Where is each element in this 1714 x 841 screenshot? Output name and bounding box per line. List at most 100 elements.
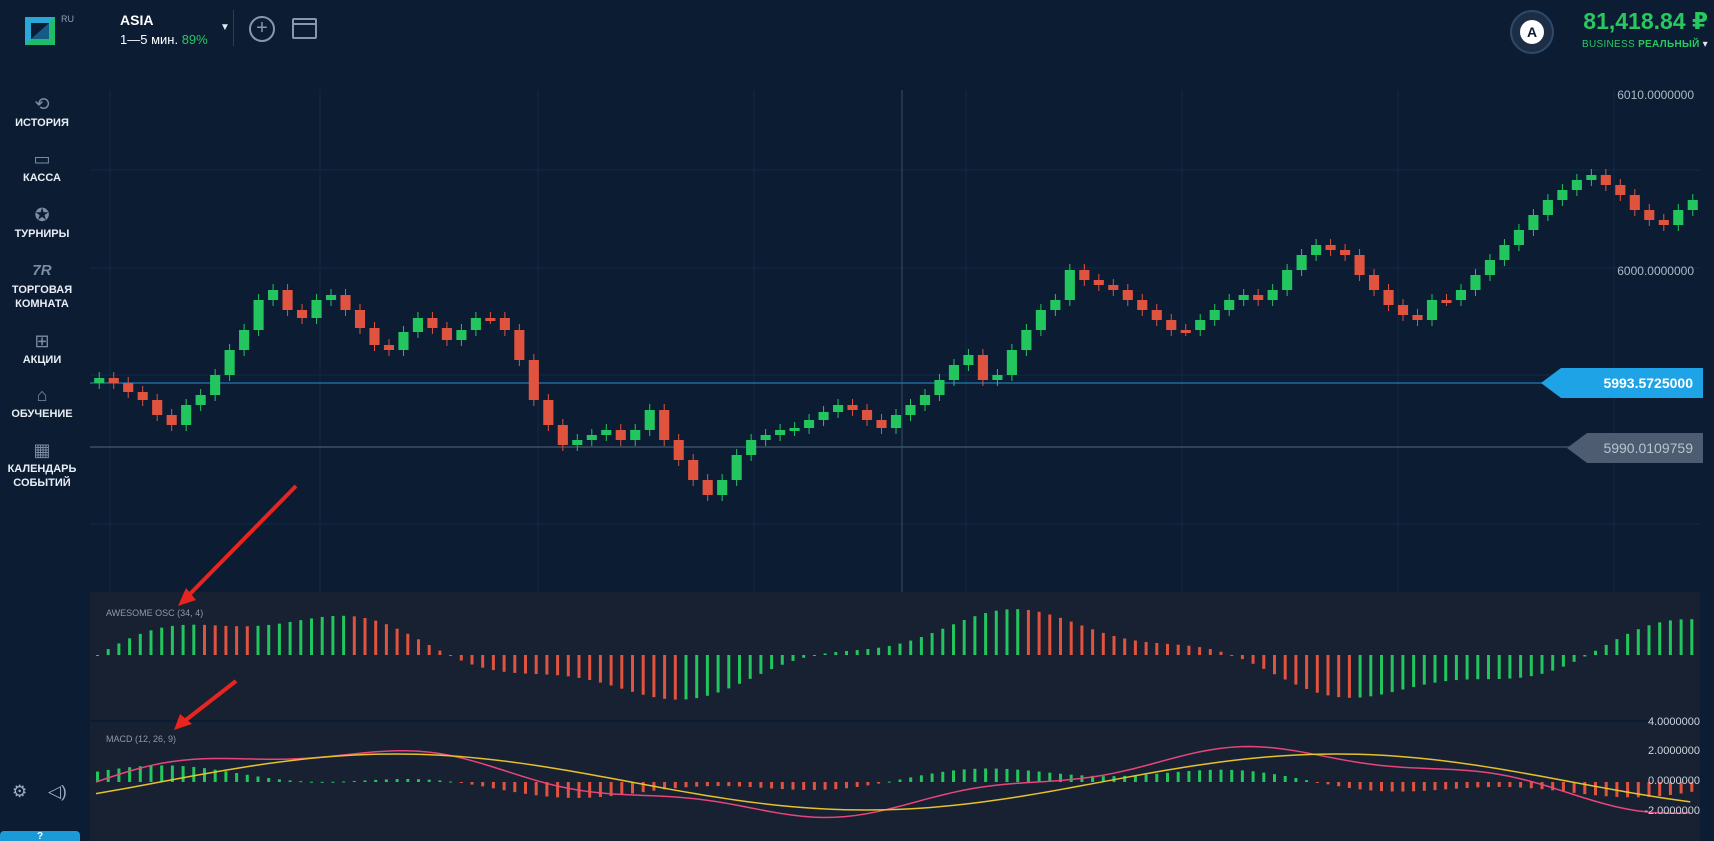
ao-bar <box>277 623 281 655</box>
ao-bar <box>1401 655 1405 690</box>
candle-body <box>1021 330 1032 350</box>
candle-body <box>1209 310 1220 320</box>
ao-bar <box>481 655 485 668</box>
sidebar-item-cashier[interactable]: ▭ КАССА <box>0 147 84 185</box>
ao-bar <box>1198 647 1202 655</box>
ao-bar <box>363 617 367 655</box>
strike-price-tag[interactable]: 5990.0109759 <box>1567 433 1703 463</box>
macd-label[interactable]: MACD (12, 26, 9) <box>106 734 177 744</box>
macd-histogram-bar <box>1465 782 1469 788</box>
sidebar-item-trading-room[interactable]: 7R ТОРГОВАЯ КОМНАТА <box>0 259 84 311</box>
ao-bar <box>1337 655 1341 698</box>
ao-bar <box>117 643 121 655</box>
ao-bar <box>1487 655 1490 680</box>
sidebar-item-tournaments[interactable]: ✪ ТУРНИРЫ <box>0 203 84 241</box>
ao-bar <box>192 624 196 655</box>
macd-histogram-bar <box>984 768 988 782</box>
candle-body <box>1122 290 1133 300</box>
ao-bar <box>1422 655 1426 685</box>
avatar[interactable]: A <box>1510 10 1554 54</box>
macd-histogram-bar <box>1519 782 1523 788</box>
candle-body <box>919 395 931 405</box>
candle-body <box>804 420 815 428</box>
macd-histogram-bar <box>1144 774 1148 782</box>
macd-histogram-bar <box>1005 768 1009 782</box>
macd-histogram-bar <box>128 767 132 782</box>
balance-display[interactable]: 81,418.84 ₽ BUSINESS РЕАЛЬНЫЙ ▾ <box>1582 8 1708 50</box>
sidebar-item-calendar[interactable]: ▦ КАЛЕНДАРЬ СОБЫТИЙ <box>0 438 84 490</box>
macd-histogram-bar <box>1347 782 1351 788</box>
candle-body <box>847 405 858 410</box>
macd-signal-line <box>95 753 1691 811</box>
macd-histogram-bar <box>449 781 453 783</box>
macd-histogram-bar <box>598 782 602 798</box>
history-icon: ⟲ <box>34 94 50 114</box>
ao-bar <box>727 655 731 689</box>
macd-histogram-bar <box>748 782 752 788</box>
current-price-tag[interactable]: 5993.5725000 <box>1541 368 1703 398</box>
annotation-arrow <box>180 679 238 725</box>
macd-histogram-bar <box>1273 774 1276 782</box>
candle-body <box>818 412 829 420</box>
candle-body <box>1615 185 1626 195</box>
ao-bar <box>1315 655 1319 693</box>
ao-bar <box>1690 619 1694 655</box>
macd-histogram-bar <box>299 781 303 783</box>
macd-histogram-bar <box>1283 776 1287 782</box>
candle-body <box>325 295 337 300</box>
macd-histogram-bar <box>481 782 485 787</box>
macd-histogram-bar <box>1315 782 1319 783</box>
macd-histogram-bar <box>930 773 934 782</box>
macd-histogram-bar <box>566 782 570 798</box>
macd-histogram-bar <box>1369 782 1373 791</box>
chart-layout-button[interactable] <box>292 18 317 39</box>
macd-histogram-bar <box>1540 782 1544 790</box>
macd-histogram-bar <box>331 781 335 783</box>
ao-bar <box>534 655 538 675</box>
candle-body <box>1195 320 1206 330</box>
candle-body <box>557 425 568 445</box>
macd-histogram-bar <box>673 782 677 789</box>
candle-body <box>1137 300 1148 310</box>
macd-histogram-bar <box>588 782 592 798</box>
candle-body <box>615 430 626 440</box>
add-asset-button[interactable]: + <box>249 16 275 42</box>
candle-body <box>166 415 177 425</box>
macd-histogram-bar <box>738 782 741 787</box>
candle-body <box>601 430 612 435</box>
candle-body <box>1571 180 1582 190</box>
candle-body <box>1238 295 1249 300</box>
macd-histogram-bar <box>909 777 913 782</box>
help-button[interactable]: ? <box>0 831 80 841</box>
macd-histogram-bar <box>1412 782 1416 792</box>
candle-body <box>1557 190 1568 200</box>
chevron-down-icon[interactable]: ▼ <box>220 22 230 33</box>
ao-bar <box>1647 625 1651 655</box>
candle-body <box>311 300 322 318</box>
sound-icon[interactable]: ◁) <box>48 782 67 801</box>
sidebar-item-label: КАЛЕНДАРЬ <box>7 463 77 475</box>
macd-histogram-bar <box>1529 782 1533 789</box>
macd-histogram-bar <box>384 779 388 782</box>
candle-body <box>977 355 988 380</box>
ao-bar <box>930 633 934 655</box>
ao-bar <box>1519 655 1523 678</box>
asset-payout: 89% <box>181 32 208 47</box>
ao-bar <box>823 653 827 655</box>
gear-icon[interactable]: ⚙ <box>12 782 28 801</box>
logo[interactable] <box>22 14 58 48</box>
candle-body <box>543 400 554 425</box>
ao-bar <box>1155 643 1159 655</box>
ao-bar <box>352 616 356 655</box>
candle-body <box>789 428 800 431</box>
awesome-osc-label[interactable]: AWESOME OSC (34, 4) <box>106 608 204 618</box>
candle-body <box>427 318 438 328</box>
ao-bar <box>652 655 656 698</box>
sidebar-item-promotions[interactable]: ⊞ АКЦИИ <box>0 329 84 367</box>
sidebar-item-education[interactable]: ⌂ ОБУЧЕНИЕ <box>0 383 84 421</box>
ao-bar <box>909 640 913 655</box>
asset-selector[interactable]: ASIA 1—5 мин. 89% <box>120 12 208 47</box>
graduation-cap-icon: ⌂ <box>36 385 48 405</box>
sidebar-item-history[interactable]: ⟲ ИСТОРИЯ <box>0 92 84 130</box>
